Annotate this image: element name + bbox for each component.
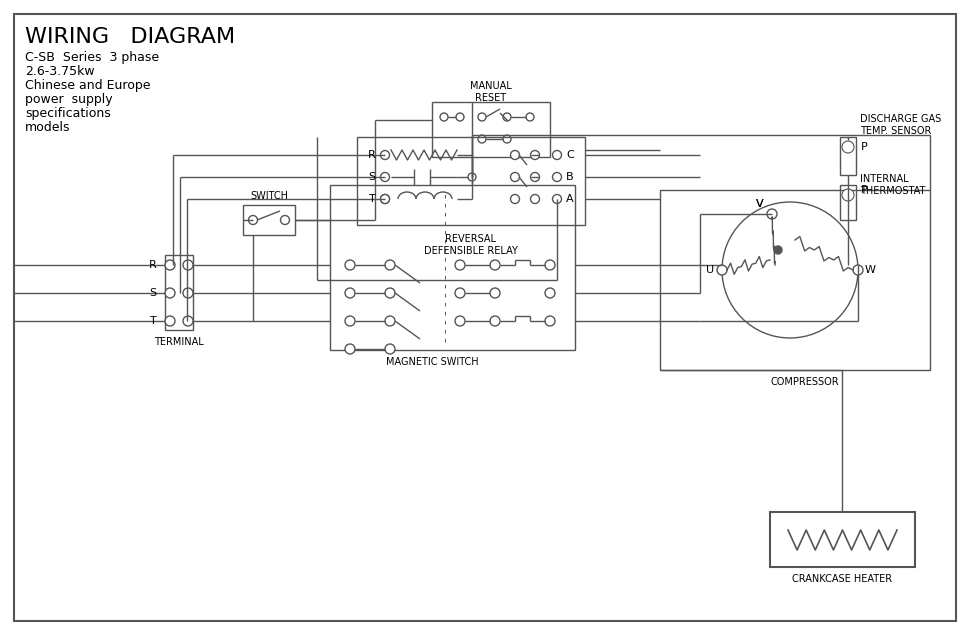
Circle shape: [380, 194, 390, 203]
Circle shape: [248, 215, 257, 225]
Circle shape: [841, 141, 853, 153]
Text: V: V: [756, 199, 763, 209]
Circle shape: [454, 260, 464, 270]
Circle shape: [773, 246, 781, 254]
Bar: [357, 137, 584, 225]
Circle shape: [380, 173, 390, 182]
Circle shape: [183, 260, 193, 270]
Circle shape: [525, 113, 534, 121]
Text: INTERNAL
THERMOSTAT: INTERNAL THERMOSTAT: [860, 174, 924, 196]
Text: A: A: [566, 194, 574, 204]
Text: S: S: [368, 172, 375, 182]
Circle shape: [455, 113, 463, 121]
Circle shape: [440, 113, 448, 121]
Circle shape: [345, 260, 355, 270]
Circle shape: [454, 288, 464, 298]
Circle shape: [478, 113, 485, 121]
Bar: [839, 185, 855, 220]
Text: Chinese and Europe: Chinese and Europe: [25, 79, 150, 91]
Circle shape: [552, 194, 561, 203]
Circle shape: [183, 288, 193, 298]
Circle shape: [503, 113, 511, 121]
Bar: [165, 255, 193, 330]
Text: W: W: [863, 265, 875, 275]
Circle shape: [165, 288, 174, 298]
Text: COMPRESSOR: COMPRESSOR: [770, 377, 838, 387]
Text: TERMINAL: TERMINAL: [154, 337, 203, 347]
Text: R: R: [368, 150, 375, 160]
Circle shape: [841, 189, 853, 201]
Text: P: P: [860, 142, 867, 152]
Circle shape: [503, 135, 511, 143]
Bar: [659, 190, 929, 370]
Circle shape: [380, 150, 390, 159]
Text: P: P: [860, 185, 867, 195]
Circle shape: [478, 135, 485, 143]
Text: specifications: specifications: [25, 107, 110, 119]
Circle shape: [545, 316, 554, 326]
Circle shape: [545, 260, 554, 270]
Circle shape: [489, 288, 499, 298]
Text: C-SB  Series  3 phase: C-SB Series 3 phase: [25, 51, 159, 64]
Circle shape: [545, 288, 554, 298]
Circle shape: [530, 150, 539, 159]
Text: power  supply: power supply: [25, 93, 112, 105]
Circle shape: [552, 173, 561, 182]
Circle shape: [721, 202, 858, 338]
Circle shape: [530, 194, 539, 203]
Circle shape: [345, 344, 355, 354]
Bar: [839, 137, 855, 175]
Text: S: S: [149, 288, 156, 298]
Text: T: T: [149, 316, 156, 326]
Text: R: R: [149, 260, 157, 270]
Text: REVERSAL
DEFENSIBLE RELAY: REVERSAL DEFENSIBLE RELAY: [423, 234, 517, 256]
Text: CRANKCASE HEATER: CRANKCASE HEATER: [791, 574, 891, 584]
Text: T: T: [368, 194, 375, 204]
Circle shape: [530, 173, 539, 182]
Circle shape: [183, 316, 193, 326]
Circle shape: [510, 173, 519, 182]
Circle shape: [552, 150, 561, 159]
Bar: [243, 205, 295, 235]
Text: U: U: [705, 265, 713, 275]
Circle shape: [510, 150, 519, 159]
Circle shape: [165, 316, 174, 326]
Text: MAGNETIC SWITCH: MAGNETIC SWITCH: [386, 357, 478, 367]
Circle shape: [280, 215, 289, 225]
Text: WIRING   DIAGRAM: WIRING DIAGRAM: [25, 27, 234, 47]
Circle shape: [345, 316, 355, 326]
Text: models: models: [25, 121, 71, 133]
Circle shape: [489, 260, 499, 270]
Text: V: V: [756, 199, 763, 209]
Circle shape: [766, 209, 776, 219]
Text: DISCHARGE GAS
TEMP. SENSOR: DISCHARGE GAS TEMP. SENSOR: [860, 114, 940, 136]
Bar: [769, 512, 914, 567]
Circle shape: [489, 316, 499, 326]
Text: C: C: [566, 150, 574, 160]
Circle shape: [852, 265, 862, 275]
Text: 2.6-3.75kw: 2.6-3.75kw: [25, 65, 95, 77]
Circle shape: [165, 260, 174, 270]
Circle shape: [380, 194, 390, 203]
Circle shape: [385, 344, 394, 354]
Text: SWITCH: SWITCH: [250, 191, 288, 201]
Circle shape: [385, 288, 394, 298]
Circle shape: [345, 288, 355, 298]
Text: MANUAL
RESET: MANUAL RESET: [470, 81, 512, 103]
Circle shape: [385, 316, 394, 326]
Circle shape: [716, 265, 726, 275]
Circle shape: [454, 316, 464, 326]
Bar: [431, 102, 549, 157]
Circle shape: [385, 260, 394, 270]
Circle shape: [467, 173, 476, 181]
Circle shape: [510, 194, 519, 203]
Text: B: B: [566, 172, 574, 182]
Bar: [329, 185, 575, 350]
